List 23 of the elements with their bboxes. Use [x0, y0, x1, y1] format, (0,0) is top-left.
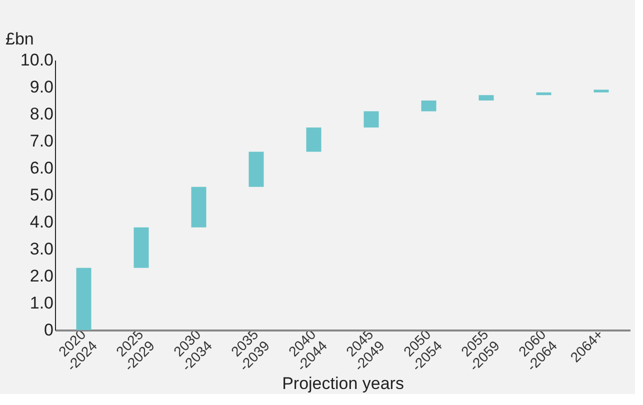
y-tick-label: 9.0 [30, 78, 54, 96]
bar [421, 100, 436, 112]
y-tick-label: 8.0 [30, 104, 54, 124]
y-tick-label: 10.0 [20, 50, 54, 70]
bar [134, 227, 149, 268]
bar [364, 111, 379, 128]
bar [536, 92, 552, 96]
bar [248, 152, 264, 187]
bar [594, 90, 609, 92]
y-tick-label: 0 [44, 320, 54, 340]
y-tick-label: 1.0 [30, 294, 54, 312]
bar [478, 95, 494, 100]
bar [306, 128, 322, 152]
y-axis-title: £bn [6, 30, 34, 48]
y-tick-label: 5.0 [30, 186, 54, 204]
x-axis-title: Projection years [282, 374, 404, 394]
y-tick-label: 7.0 [30, 132, 54, 150]
y-tick-label: 2.0 [30, 266, 54, 286]
bar [191, 186, 206, 228]
bar [76, 268, 92, 330]
y-tick-label: 6.0 [30, 158, 54, 178]
y-tick-label: 3.0 [30, 240, 54, 258]
y-tick-label: 4.0 [30, 212, 54, 232]
